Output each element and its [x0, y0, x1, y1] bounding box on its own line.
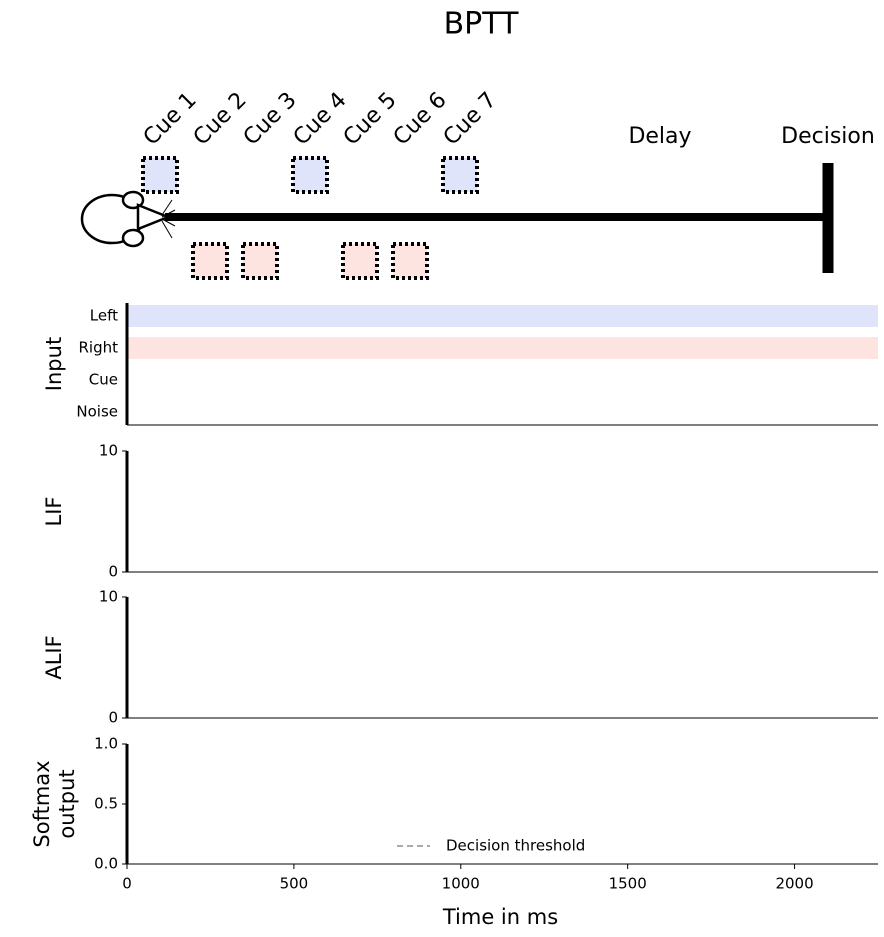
input-band	[127, 337, 878, 359]
cue-box	[141, 156, 179, 194]
cue-label: Cue 5	[339, 88, 402, 151]
y-tick-label: 0	[108, 563, 118, 581]
y-tick-label: 1.0	[94, 735, 118, 753]
cue-label: Cue 2	[189, 88, 252, 151]
cue-label: Cue 4	[289, 88, 352, 151]
y-tick-label: 0.0	[94, 855, 118, 873]
mouse	[80, 190, 176, 248]
x-tick-label: 2000	[775, 875, 813, 893]
x-axis-label: Time in ms	[442, 905, 558, 929]
x-tick-label: 1500	[609, 875, 647, 893]
y-tick-label: 0.5	[94, 795, 118, 813]
y-axis-label: ALIF	[42, 635, 66, 679]
y-category-label: Noise	[76, 403, 118, 421]
cue-box	[191, 242, 229, 280]
y-tick-label: 10	[99, 442, 118, 460]
x-tick-label: 1000	[442, 875, 480, 893]
input-band	[127, 305, 878, 327]
legend-label: Decision threshold	[446, 837, 585, 855]
cue-box	[441, 156, 479, 194]
cue-label: Cue 7	[439, 88, 502, 151]
y-category-label: Right	[79, 339, 119, 357]
cue-box	[341, 242, 379, 280]
y-axis-label: Input	[42, 337, 66, 391]
cue-box	[291, 156, 329, 194]
cue-label: Cue 3	[239, 88, 302, 151]
cue-box	[391, 242, 429, 280]
y-axis-label: LIF	[42, 497, 66, 527]
x-tick-label: 500	[280, 875, 309, 893]
y-tick-label: 0	[108, 709, 118, 727]
y-category-label: Left	[90, 307, 118, 325]
x-tick-label: 0	[122, 875, 132, 893]
y-axis-label: Softmaxoutput	[30, 760, 79, 847]
y-category-label: Cue	[89, 371, 118, 389]
figure-title: BPTT	[444, 7, 519, 42]
decision-label: Decision	[781, 124, 875, 149]
y-tick-label: 10	[99, 588, 118, 606]
cue-label: Cue 6	[389, 88, 452, 151]
delay-label: Delay	[628, 124, 691, 149]
cue-label: Cue 1	[139, 88, 202, 151]
cue-box	[241, 242, 279, 280]
